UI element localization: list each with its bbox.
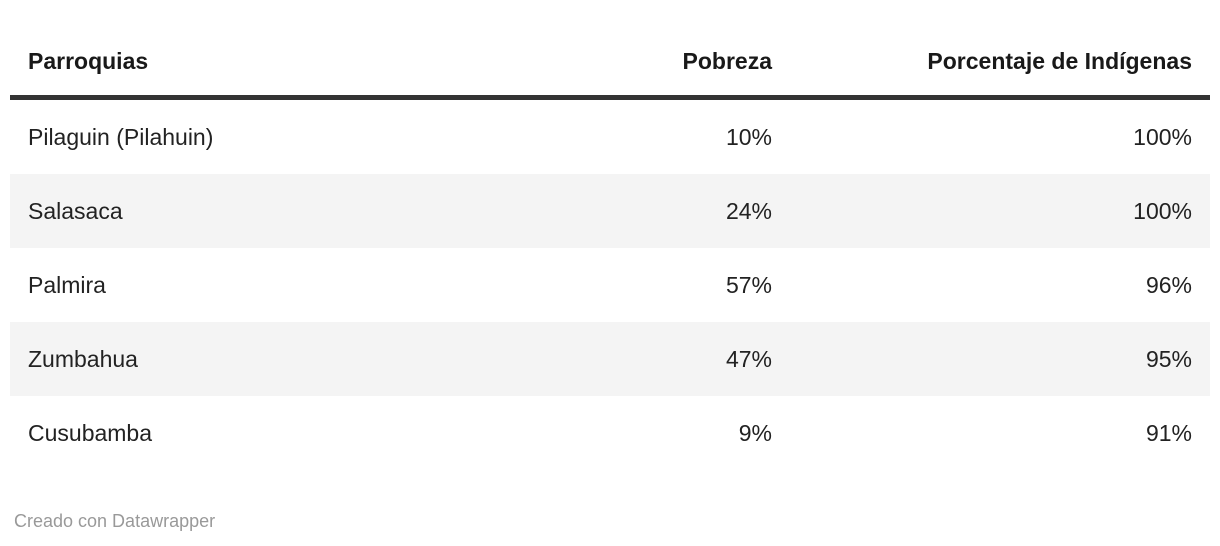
table-row: Cusubamba 9% 91% — [10, 396, 1210, 470]
cell-indigenas: 96% — [1145, 272, 1192, 298]
cell-parroquia: Palmira — [28, 272, 106, 298]
table-row: Salasaca 24% 100% — [10, 174, 1210, 248]
attribution-credit: Creado con Datawrapper — [14, 511, 216, 531]
cell-indigenas: 100% — [1133, 124, 1192, 150]
cell-parroquia: Zumbahua — [28, 346, 138, 372]
cell-indigenas: 100% — [1133, 198, 1192, 224]
cell-parroquia: Cusubamba — [28, 420, 153, 446]
cell-pobreza: 10% — [725, 124, 772, 150]
cell-pobreza: 24% — [725, 198, 772, 224]
cell-pobreza: 9% — [738, 420, 772, 446]
column-header-porcentaje-indigenas: Porcentaje de Indígenas — [790, 36, 1210, 100]
table-row: Zumbahua 47% 95% — [10, 322, 1210, 396]
data-table: Parroquias Pobreza Porcentaje de Indígen… — [10, 36, 1210, 470]
table-container: Parroquias Pobreza Porcentaje de Indígen… — [10, 36, 1210, 470]
cell-pobreza: 47% — [725, 346, 772, 372]
cell-pobreza: 57% — [725, 272, 772, 298]
table-row: Pilaguin (Pilahuin) 10% 100% — [10, 98, 1210, 175]
cell-indigenas: 95% — [1145, 346, 1192, 372]
table-body: Pilaguin (Pilahuin) 10% 100% Salasaca 24… — [10, 98, 1210, 471]
table-header: Parroquias Pobreza Porcentaje de Indígen… — [10, 36, 1210, 100]
column-header-parroquias: Parroquias — [10, 36, 550, 100]
cell-indigenas: 91% — [1145, 420, 1192, 446]
table-row: Palmira 57% 96% — [10, 248, 1210, 322]
header-row: Parroquias Pobreza Porcentaje de Indígen… — [10, 36, 1210, 100]
cell-parroquia: Salasaca — [28, 198, 123, 224]
cell-parroquia: Pilaguin (Pilahuin) — [28, 124, 214, 150]
column-header-pobreza: Pobreza — [550, 36, 790, 100]
